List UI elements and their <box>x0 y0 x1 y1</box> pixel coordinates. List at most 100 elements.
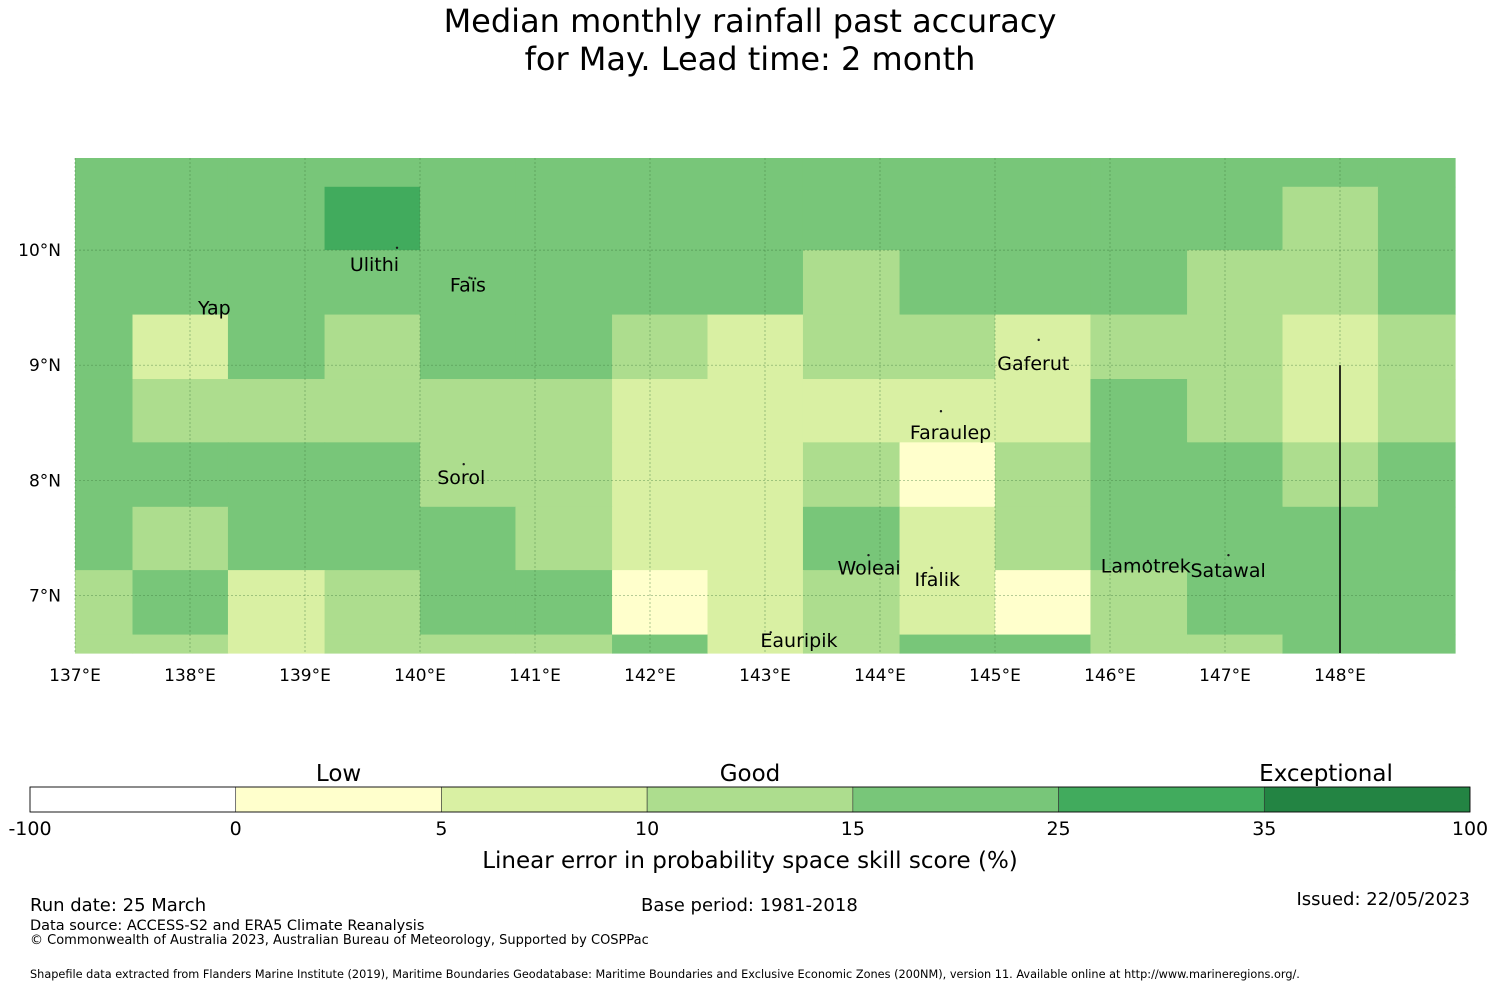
grid-cell <box>324 442 421 508</box>
grid-cell <box>899 506 996 571</box>
grid-cell <box>1090 570 1188 636</box>
island-dot <box>468 276 471 279</box>
grid-cell <box>75 186 134 251</box>
grid-cell <box>1187 314 1284 380</box>
grid-cell <box>707 506 804 571</box>
colorbar-tick-label: 15 <box>841 818 865 840</box>
island-label: Eauripik <box>760 630 837 652</box>
island-marker: Gaferut <box>997 338 1069 375</box>
shapefile-credit: Shapefile data extracted from Flanders M… <box>30 968 1300 981</box>
colorbar-legend: -100 0 5 10 15 25 35 100 Low Good Exceptional <box>8 761 1488 840</box>
grid-cell <box>1282 379 1379 443</box>
grid-cell <box>1187 570 1284 636</box>
grid-cell <box>707 314 804 380</box>
graticule <box>74 158 1455 653</box>
grid-cell <box>995 250 1092 316</box>
grid-cell <box>515 379 613 443</box>
skill-category-label: Exceptional <box>1259 761 1393 787</box>
grid-cell <box>1187 506 1284 571</box>
grid-cell <box>1187 186 1284 251</box>
colorbar-segment <box>235 786 442 813</box>
grid-cell <box>515 442 613 508</box>
grid-cell <box>515 158 613 188</box>
grid-cell <box>227 314 326 380</box>
grid-cell <box>75 379 134 443</box>
colorbar-tick-label: 100 <box>1452 818 1488 840</box>
grid-cell <box>1090 314 1188 380</box>
grid-cell <box>75 442 134 508</box>
grid-cell <box>515 314 613 380</box>
grid-cell <box>1090 506 1188 571</box>
lon-tick-label: 143°E <box>739 666 791 686</box>
grid-cell <box>515 186 613 251</box>
island-marker: Faraulep <box>910 410 991 444</box>
grid-cell <box>612 570 709 636</box>
grid-cell <box>420 634 517 654</box>
grid-cell <box>995 379 1092 443</box>
lon-tick-label: 141°E <box>509 666 561 686</box>
grid-cell <box>1377 186 1456 251</box>
colorbar-segment <box>852 786 1059 813</box>
grid-cell <box>612 314 709 380</box>
grid-cell <box>612 506 709 571</box>
lon-tick-label: 144°E <box>854 666 906 686</box>
grid-cell <box>1090 186 1188 251</box>
lon-tick-label: 138°E <box>164 666 216 686</box>
lon-tick-label: 142°E <box>624 666 676 686</box>
grid-cell <box>1187 158 1284 188</box>
grid-cell <box>707 442 804 508</box>
grid-cell <box>75 634 134 654</box>
grid-cell <box>132 634 229 654</box>
grid-cell <box>612 634 709 654</box>
grid-cell <box>899 314 996 380</box>
grid-cell <box>1282 634 1379 654</box>
grid-cell <box>132 442 229 508</box>
grid-cell <box>612 186 709 251</box>
grid-cell <box>515 506 613 571</box>
grid-cell <box>515 570 613 636</box>
grid-cell <box>324 250 421 316</box>
island-dot <box>462 463 465 466</box>
lon-tick-label: 140°E <box>394 666 446 686</box>
grid-cell <box>802 570 901 636</box>
island-label: Ulithi <box>350 254 399 276</box>
grid-cell <box>1090 634 1188 654</box>
grid-cell <box>420 506 517 571</box>
colorbar-axis-label: Linear error in probability space skill … <box>482 848 1018 874</box>
island-dot <box>930 566 933 570</box>
grid-cell <box>420 158 517 188</box>
grid-cell <box>707 158 804 188</box>
island-label: Satawal <box>1191 560 1266 582</box>
lon-tick-label: 145°E <box>969 666 1021 686</box>
grid-cell <box>1377 634 1456 654</box>
skill-category-label: Low <box>316 761 361 787</box>
island-label: Lamotrek <box>1101 555 1191 577</box>
island-marker: Satawal <box>1191 553 1266 582</box>
island-dot <box>214 304 217 307</box>
grid-cell <box>899 442 996 508</box>
lon-tick-label: 137°E <box>49 666 101 686</box>
grid-cell <box>802 314 901 380</box>
island-dot <box>1037 338 1040 342</box>
grid-cell <box>324 186 421 251</box>
island-marker: Yap <box>197 298 231 320</box>
grid-cell <box>995 442 1092 508</box>
grid-cell <box>995 634 1092 654</box>
grid-cell <box>227 506 326 571</box>
grid-cell <box>324 634 421 654</box>
map-title: Median monthly rainfall past accuracy fo… <box>0 2 1500 78</box>
colorbar-outline <box>29 786 1471 813</box>
skill-category-label: Good <box>720 761 781 787</box>
grid-cell <box>707 634 804 654</box>
lon-tick-label: 139°E <box>279 666 331 686</box>
grid-cell <box>899 634 996 654</box>
island-dot <box>867 553 870 557</box>
grid-cell <box>707 186 804 251</box>
island-dot <box>1146 559 1150 563</box>
grid-cell <box>1282 570 1379 636</box>
grid-cell <box>132 570 229 636</box>
grid-cell <box>75 506 134 571</box>
island-label: Ifalik <box>915 569 961 591</box>
issued-date: Issued: 22/05/2023 <box>1296 889 1470 910</box>
